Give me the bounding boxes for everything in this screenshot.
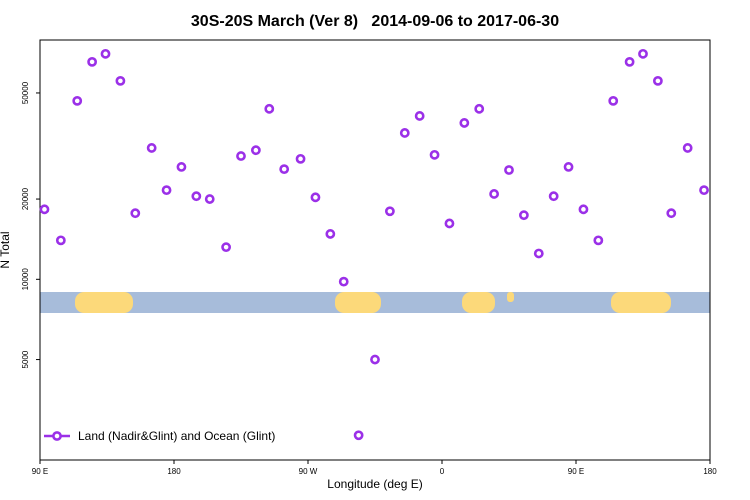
point <box>370 354 380 365</box>
point <box>699 185 709 196</box>
point <box>39 204 50 215</box>
point <box>72 95 83 106</box>
point <box>250 145 261 156</box>
point <box>161 185 172 196</box>
land <box>507 292 514 302</box>
point <box>100 48 111 59</box>
point <box>236 151 246 161</box>
point <box>489 189 500 199</box>
y-tick-label: 5000 <box>21 350 30 368</box>
y-axis-label: N Total <box>0 231 12 268</box>
land <box>335 292 381 313</box>
point <box>459 118 470 128</box>
legend-label: Land (Nadir&Glint) and Ocean (Glint) <box>78 429 275 443</box>
point <box>279 164 290 175</box>
chart-title: 30S-20S March (Ver 8) 2014-09-06 to 2017… <box>191 13 559 30</box>
y-tick-label: 10000 <box>21 268 30 291</box>
point <box>593 235 604 246</box>
point <box>444 218 455 229</box>
point <box>204 194 215 204</box>
point <box>338 276 349 287</box>
plot-frame <box>39 39 711 461</box>
point <box>624 56 635 67</box>
point <box>399 128 410 138</box>
point <box>384 206 395 217</box>
point <box>414 111 425 121</box>
point <box>563 162 574 172</box>
point <box>429 149 440 160</box>
point <box>666 208 677 219</box>
land <box>75 292 133 313</box>
point <box>504 165 514 175</box>
x-tick-label: 90 E <box>32 467 48 476</box>
point <box>295 153 306 164</box>
y-tick-label: 20000 <box>21 187 30 210</box>
point <box>146 143 157 153</box>
x-tick-label: 180 <box>167 467 181 476</box>
x-tick-label: 0 <box>440 467 445 476</box>
point <box>652 75 663 86</box>
point <box>191 191 202 202</box>
point <box>578 204 589 215</box>
point <box>608 95 619 106</box>
point <box>533 248 544 259</box>
point <box>176 162 187 172</box>
point <box>115 75 126 86</box>
x-tick-label: 90 W <box>299 467 318 476</box>
land <box>611 292 671 313</box>
x-tick-label: 180 <box>703 467 717 476</box>
point <box>474 103 485 114</box>
point <box>264 103 275 114</box>
legend-marker <box>52 431 62 441</box>
point <box>518 210 529 221</box>
map-strip <box>40 292 710 313</box>
point <box>682 143 693 153</box>
point <box>353 430 364 441</box>
point <box>310 192 321 203</box>
point <box>638 48 648 59</box>
x-axis-label: Longitude (deg E) <box>327 477 422 491</box>
land <box>462 292 495 313</box>
point <box>55 235 66 246</box>
point <box>87 56 98 67</box>
point <box>548 191 559 202</box>
point <box>130 208 141 219</box>
point <box>221 242 232 253</box>
x-tick-label: 90 E <box>568 467 584 476</box>
point <box>325 229 336 239</box>
y-tick-label: 50000 <box>21 81 30 104</box>
